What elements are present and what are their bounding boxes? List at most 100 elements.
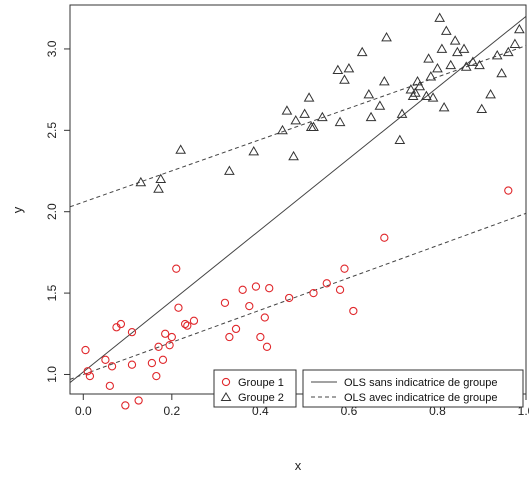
point-groupe-2-25 <box>394 134 406 144</box>
point-groupe-2-5 <box>248 145 260 156</box>
x-tick-label-0: 0.0 <box>75 404 92 418</box>
point-groupe-2-14 <box>316 111 328 122</box>
point-groupe-2-53 <box>509 38 521 48</box>
point-groupe-2-34 <box>425 71 437 81</box>
plot-frame <box>69 4 527 395</box>
x-tick-label-1: 0.2 <box>163 404 180 418</box>
point-groupe-2-44 <box>458 43 470 53</box>
ols-line-2 <box>69 212 527 380</box>
point-groupe-2-16 <box>334 116 346 127</box>
y-tick-label-1: 1.5 <box>45 284 59 301</box>
point-groupe-1-7 <box>116 319 126 329</box>
point-groupe-2-50 <box>491 49 503 60</box>
point-groupe-2-7 <box>281 105 293 115</box>
point-groupe-2-31 <box>414 80 426 91</box>
point-groupe-2-21 <box>365 111 377 122</box>
point-groupe-2-8 <box>288 150 299 161</box>
point-groupe-1-9 <box>127 360 137 369</box>
point-groupe-1-21 <box>180 319 190 329</box>
plot-marks <box>69 12 527 410</box>
point-groupe-2-1 <box>153 183 164 193</box>
axes: 0.00.20.40.60.81.01.01.52.02.53.0 <box>45 40 529 418</box>
point-groupe-2-41 <box>445 59 457 70</box>
point-groupe-2-42 <box>449 35 461 45</box>
point-groupe-2-26 <box>396 108 408 118</box>
ols-line-1 <box>69 45 527 208</box>
legend-groupe-1-label: Groupe 1 <box>238 377 284 389</box>
point-groupe-1-18 <box>167 332 176 342</box>
point-groupe-1-12 <box>147 358 157 368</box>
point-groupe-2-33 <box>423 53 434 63</box>
point-groupe-1-11 <box>134 396 143 405</box>
legend-groupe-2-marker <box>220 392 232 401</box>
y-tick-label-3: 2.5 <box>45 122 59 139</box>
point-groupe-1-19 <box>172 264 181 273</box>
point-groupe-2-18 <box>343 62 355 73</box>
point-groupe-1-28 <box>245 301 254 311</box>
point-groupe-2-39 <box>438 102 450 112</box>
point-groupe-2-45 <box>460 61 472 71</box>
y-axis-title: y <box>10 206 25 213</box>
point-groupe-1-20 <box>174 303 183 312</box>
point-groupe-2-22 <box>374 100 386 110</box>
x-axis-title: x <box>295 458 302 473</box>
point-groupe-2-17 <box>339 74 350 84</box>
point-groupe-2-19 <box>356 46 368 57</box>
legend-ols-box <box>302 369 524 408</box>
point-groupe-2-37 <box>434 12 446 22</box>
legend-ols: OLS sans indicatrice de groupe OLS avec … <box>302 369 524 408</box>
y-tick-label-0: 1.0 <box>45 366 59 383</box>
point-groupe-2-40 <box>440 25 452 35</box>
point-groupe-1-22 <box>183 321 192 330</box>
point-groupe-2-23 <box>378 75 390 86</box>
point-groupe-2-9 <box>290 115 302 125</box>
point-groupe-2-38 <box>436 43 448 53</box>
point-groupe-1-39 <box>349 306 358 316</box>
point-groupe-1-13 <box>152 371 161 381</box>
point-groupe-2-36 <box>432 62 443 73</box>
point-groupe-2-3 <box>175 144 187 154</box>
point-groupe-1-36 <box>322 279 331 288</box>
point-groupe-2-52 <box>502 46 514 57</box>
point-groupe-2-32 <box>421 90 432 101</box>
point-groupe-1-15 <box>158 355 168 364</box>
x-tick-label-5: 1.0 <box>518 404 529 418</box>
point-groupe-2-11 <box>303 92 315 102</box>
y-tick-label-2: 2.0 <box>45 203 59 220</box>
point-groupe-1-30 <box>256 332 265 342</box>
point-groupe-1-0 <box>81 345 90 355</box>
point-groupe-2-4 <box>224 165 235 175</box>
point-groupe-1-23 <box>189 316 199 325</box>
point-groupe-1-26 <box>231 324 241 334</box>
point-groupe-1-4 <box>105 381 114 391</box>
point-groupe-1-3 <box>101 355 110 364</box>
point-groupe-1-35 <box>309 288 318 298</box>
point-groupe-2-10 <box>299 108 311 118</box>
point-groupe-2-46 <box>467 56 479 66</box>
legend-ols-dashed-label: OLS avec indicatrice de groupe <box>344 392 497 404</box>
point-groupe-1-17 <box>165 341 174 350</box>
point-groupe-2-51 <box>496 67 508 78</box>
point-groupe-2-27 <box>405 84 417 94</box>
point-groupe-2-43 <box>452 46 463 57</box>
point-groupe-1-27 <box>238 285 247 294</box>
point-groupe-2-15 <box>332 64 344 74</box>
point-groupe-2-47 <box>474 59 485 70</box>
point-groupe-1-24 <box>220 298 230 308</box>
point-groupe-1-16 <box>161 329 170 338</box>
point-groupe-1-5 <box>107 362 117 371</box>
legend-ols-solid-label: OLS sans indicatrice de groupe <box>344 377 497 389</box>
point-groupe-1-34 <box>284 293 294 303</box>
point-groupe-1-14 <box>154 342 163 351</box>
legend-groupe-1-marker <box>221 377 231 387</box>
point-groupe-1-1 <box>83 367 92 376</box>
point-groupe-1-10 <box>127 328 137 337</box>
legend-groupe-2-label: Groupe 2 <box>238 392 284 404</box>
point-groupe-1-29 <box>251 282 261 291</box>
point-groupe-2-2 <box>155 173 167 184</box>
point-groupe-1-33 <box>265 284 274 293</box>
point-groupe-1-32 <box>262 342 272 351</box>
point-groupe-1-2 <box>85 371 95 381</box>
point-groupe-2-0 <box>135 176 147 187</box>
legend-groups: Groupe 1 Groupe 2 <box>213 369 297 408</box>
